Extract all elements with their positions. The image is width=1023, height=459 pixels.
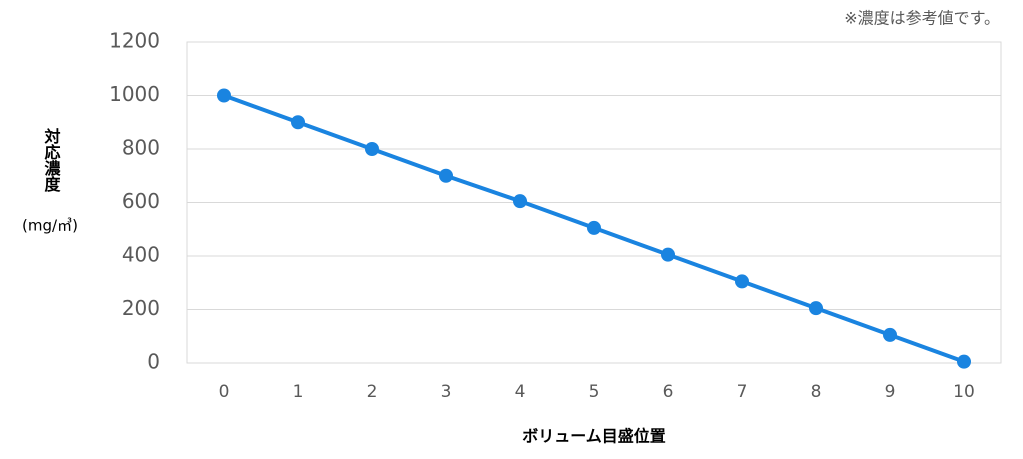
- point: [291, 115, 305, 130]
- x-tick-label: 1: [293, 382, 304, 402]
- point: [217, 88, 231, 103]
- y-tick-label: 800: [122, 136, 160, 160]
- y-tick-label: 200: [122, 296, 160, 320]
- y-tick-label: 1000: [109, 82, 160, 106]
- x-tick-label: 2: [367, 382, 378, 402]
- y-axis-label: 対応濃度: [42, 127, 62, 193]
- y-axis-unit: (mg/㎥): [22, 217, 78, 235]
- x-tick-label: 6: [663, 382, 674, 402]
- point: [365, 142, 379, 156]
- point: [883, 327, 897, 342]
- y-tick-label: 0: [147, 350, 160, 374]
- point: [587, 220, 601, 235]
- x-axis-label: ボリューム目盛位置: [522, 427, 666, 446]
- y-tick-label: 600: [122, 189, 160, 213]
- x-tick-label: 9: [885, 382, 896, 402]
- x-tick-label: 8: [811, 382, 822, 402]
- point: [439, 168, 453, 183]
- point: [809, 301, 823, 316]
- point: [735, 274, 749, 289]
- x-tick-label: 10: [953, 382, 975, 402]
- x-tick-label: 5: [589, 382, 600, 402]
- x-tick-label: 3: [441, 382, 452, 402]
- x-tick-label: 4: [515, 382, 526, 402]
- note: ※濃度は参考値です。: [844, 9, 1000, 28]
- x-tick-label: 0: [219, 382, 230, 402]
- x-tick-label: 7: [737, 382, 748, 402]
- point: [661, 247, 675, 262]
- y-tick-label: 1200: [109, 29, 160, 53]
- point: [513, 194, 527, 209]
- point: [957, 354, 971, 369]
- y-tick-label: 400: [122, 243, 160, 267]
